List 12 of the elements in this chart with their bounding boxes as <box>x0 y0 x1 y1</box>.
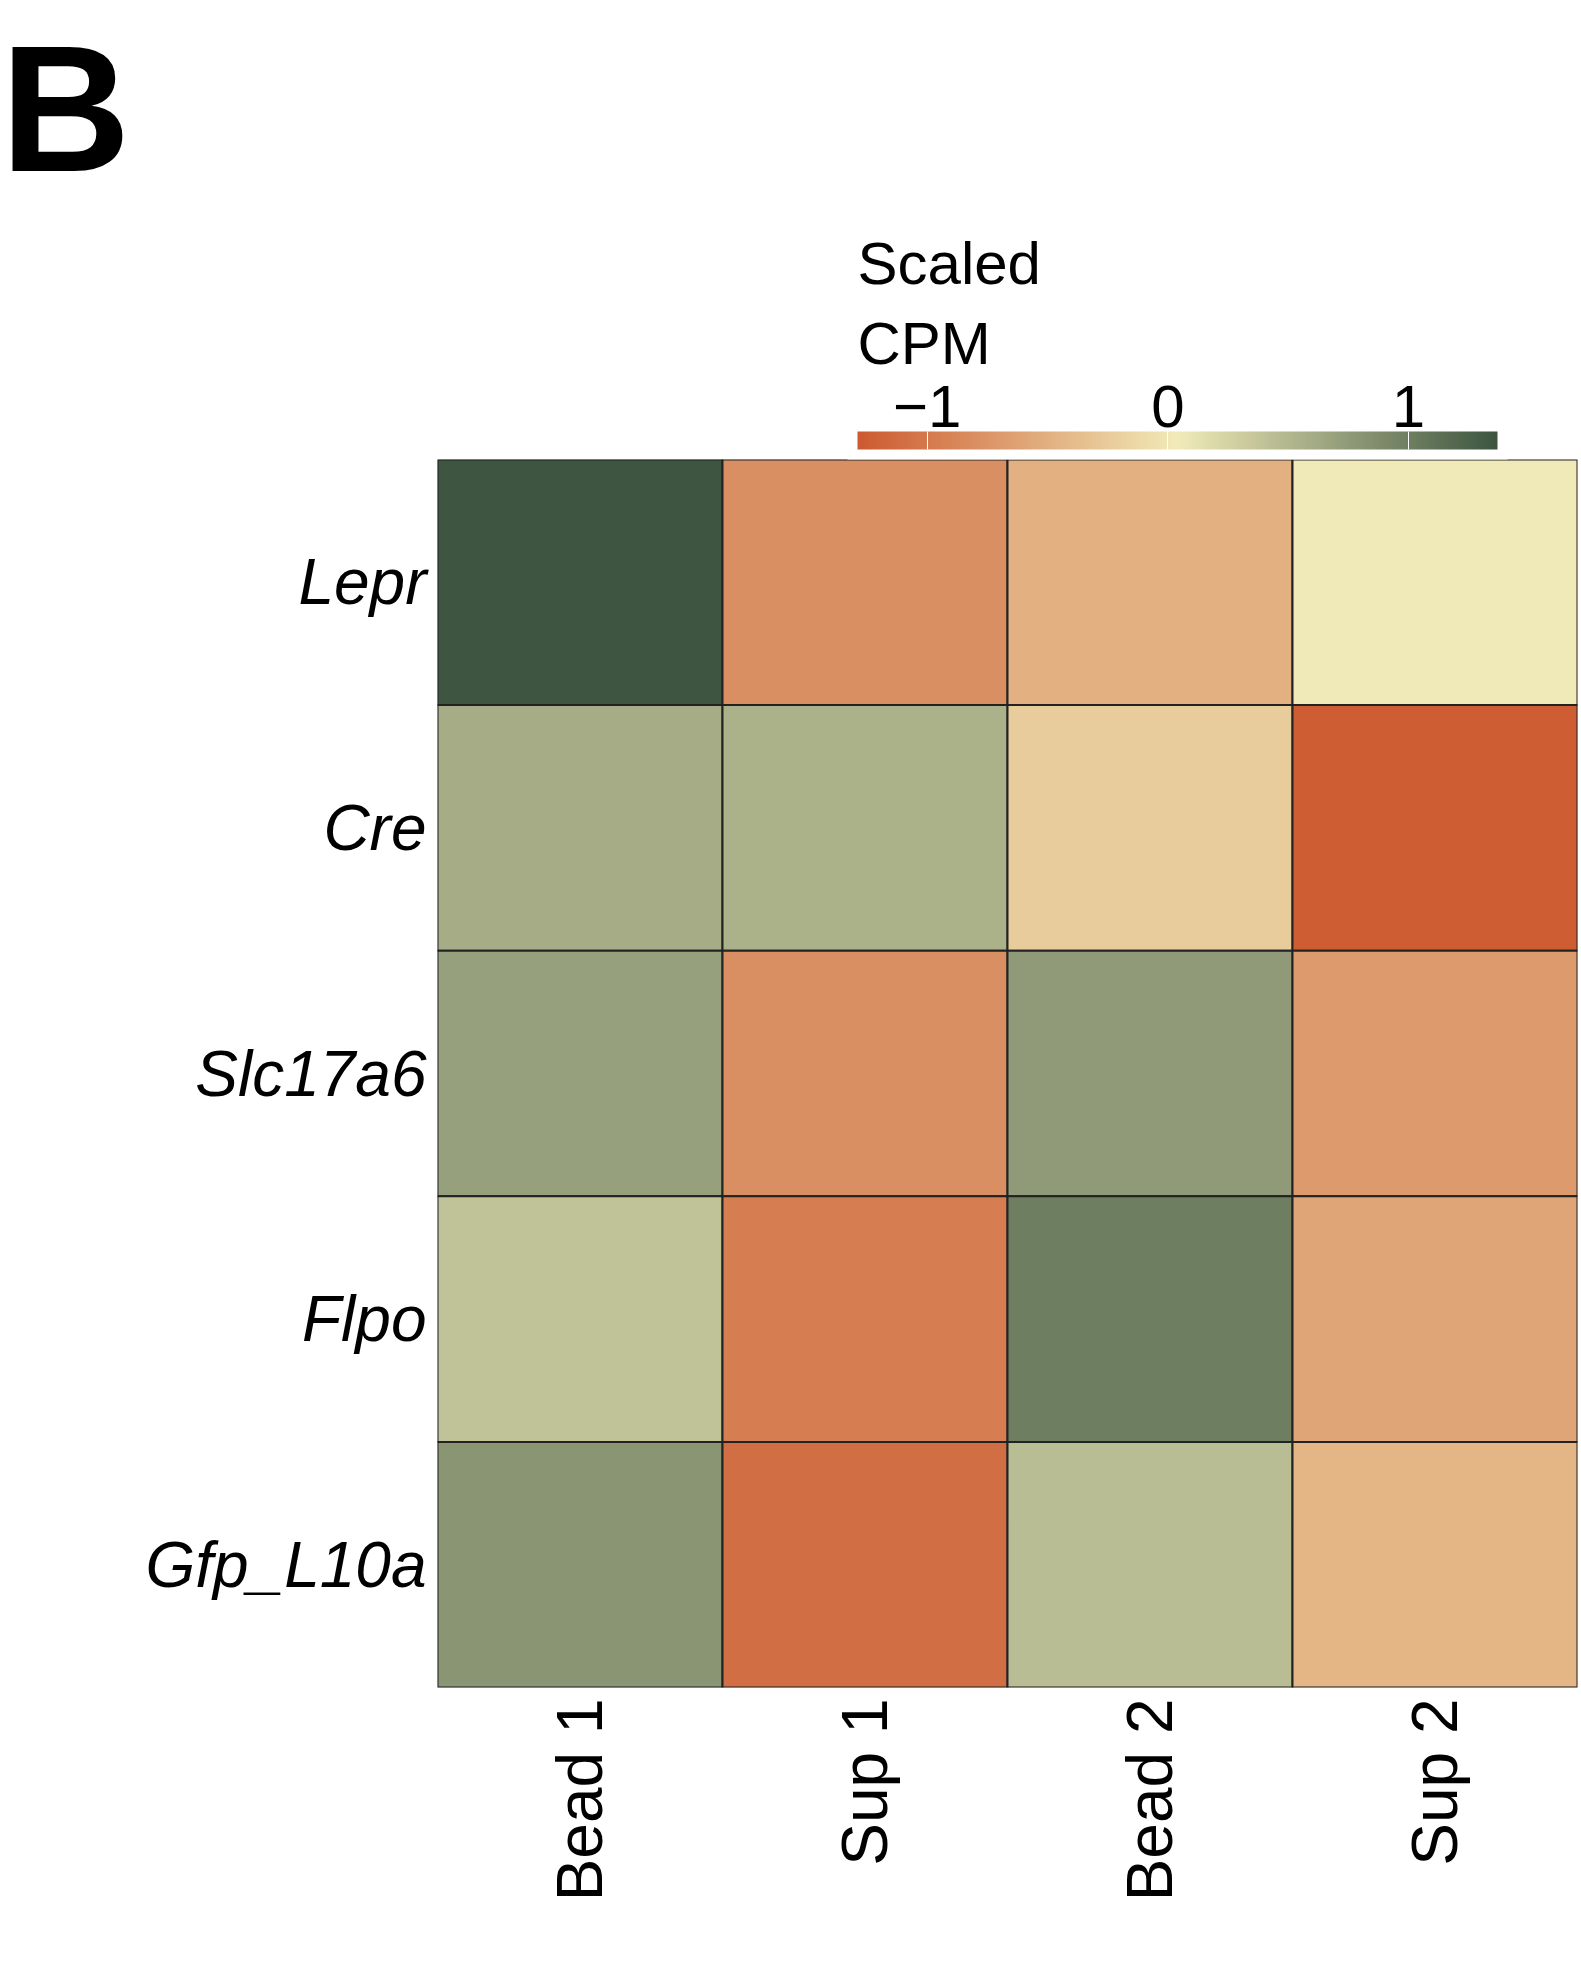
y-tick-label: Flpo <box>302 1283 427 1356</box>
x-tick-label: Bead 2 <box>1114 1698 1186 1902</box>
x-tick-label: Sup 2 <box>1399 1698 1471 1866</box>
y-tick-label: Cre <box>323 791 427 864</box>
y-tick-label: Gfp_L10a <box>145 1528 427 1601</box>
color-bar-label: 1 <box>1391 372 1426 440</box>
x-tick-label: Sup 1 <box>829 1698 901 1866</box>
y-tick-label: Lepr <box>298 546 430 619</box>
y-tick-label: Slc17a6 <box>195 1037 427 1110</box>
color-bar-label: 0 <box>1151 372 1185 440</box>
text: B <box>0 7 131 209</box>
x-tick-label: Bead 1 <box>544 1698 616 1902</box>
